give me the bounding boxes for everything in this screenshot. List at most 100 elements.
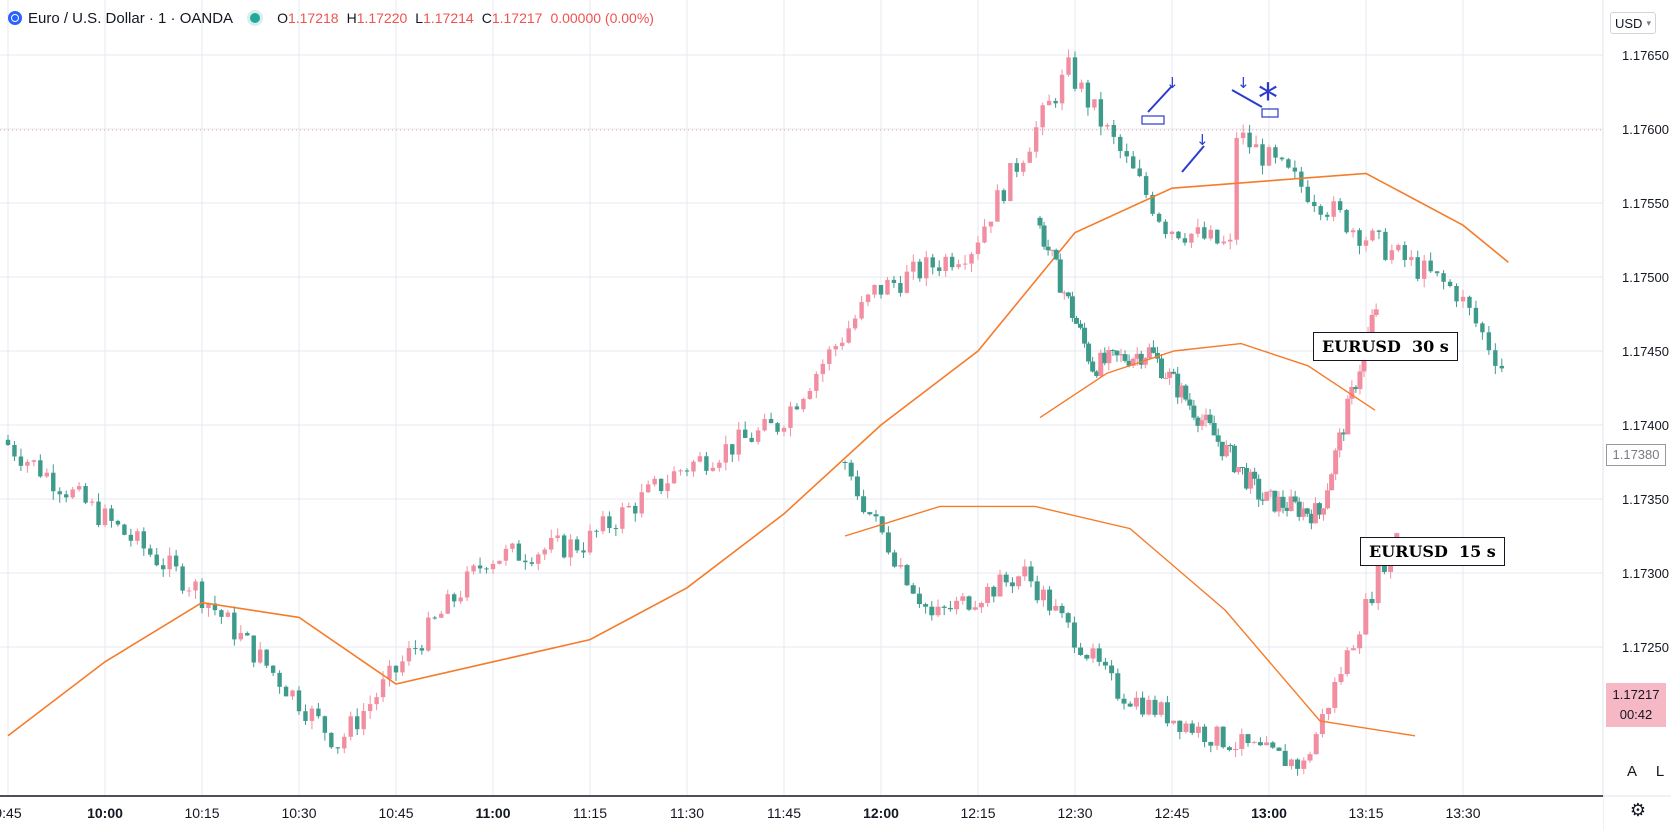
main-candle (1357, 230, 1362, 246)
main-candle (374, 697, 379, 705)
overlay15-candle (1121, 698, 1127, 704)
main-candle (1034, 127, 1039, 152)
main-candle (1118, 136, 1123, 152)
overlay15-candle (985, 586, 991, 603)
gear-icon[interactable]: ⚙ (1629, 800, 1647, 820)
main-candle (1422, 260, 1427, 279)
overlay15-candle (1288, 759, 1294, 767)
main-candle (258, 649, 263, 663)
overlay15-candle (1047, 589, 1053, 611)
main-candle (1124, 151, 1129, 157)
y-tick-label: 1.17250 (1622, 640, 1669, 655)
main-candle (1234, 138, 1239, 240)
x-tick-label: 10:00 (87, 805, 123, 821)
overlay15-candle (898, 565, 904, 567)
main-candle (122, 524, 127, 535)
ma-line-30s (1039, 342, 1376, 419)
main-candle (717, 462, 722, 468)
main-candle (141, 531, 146, 549)
overlay15-candle (1344, 650, 1350, 675)
ma-line-15s (844, 505, 1416, 737)
main-candle (549, 538, 554, 550)
main-candle (1202, 227, 1207, 239)
overlay15-candle (1363, 599, 1369, 635)
overlay15-candle (1078, 647, 1084, 656)
overlay15-candle (1003, 574, 1009, 583)
overlay30-candle (1179, 385, 1185, 398)
main-candle (180, 566, 185, 591)
overlay30-candle (1171, 371, 1177, 374)
overlay30-candle (1175, 373, 1181, 398)
main-candle (1273, 147, 1278, 158)
annotation-box (1141, 115, 1165, 125)
open-value: 1.17218 (287, 10, 339, 26)
main-candle (503, 548, 509, 561)
main-candle (193, 581, 198, 591)
main-candle (781, 427, 787, 432)
main-candle (1253, 144, 1259, 148)
overlay15-candle (1276, 747, 1282, 751)
main-candle (1434, 271, 1440, 274)
currency-button[interactable]: USD ▾ (1610, 12, 1656, 34)
overlay15-candle (1177, 720, 1183, 732)
main-candle (232, 612, 237, 640)
overlay30-candle (1045, 246, 1051, 251)
overlay15-candle (929, 606, 935, 616)
x-tick-label: 10:15 (184, 805, 219, 821)
overlay15-candle (1257, 742, 1263, 746)
x-tick-label: 11:00 (475, 805, 510, 821)
label-eurusd-30s[interactable]: EURUSD 30 s (1313, 332, 1458, 361)
main-candle (924, 257, 929, 279)
overlay30-candle (1090, 361, 1096, 372)
main-candle (1454, 286, 1459, 302)
crosshair-price-label: 1.17380 (1606, 444, 1666, 466)
main-candle (1396, 245, 1401, 251)
overlay30-candle (1106, 350, 1112, 364)
y-tick-label: 1.17400 (1622, 418, 1669, 433)
main-candle (1072, 57, 1078, 89)
main-candle (497, 560, 502, 564)
main-candle (1195, 227, 1201, 234)
main-candle (1350, 230, 1356, 233)
auto-scale-button[interactable]: A (1620, 759, 1644, 783)
main-candle (852, 318, 858, 329)
main-candle (749, 437, 754, 442)
main-candle (1286, 159, 1291, 168)
main-candle (1008, 163, 1013, 202)
main-candle (646, 484, 651, 493)
main-candle (1473, 307, 1479, 324)
label-eurusd-15s[interactable]: EURUSD 15 s (1360, 537, 1505, 566)
overlay30-candle (1264, 491, 1270, 501)
overlay15-candle (904, 565, 910, 586)
overlay15-candle (885, 532, 891, 553)
overlay30-candle (1098, 352, 1104, 376)
overlay30-candle (1207, 414, 1213, 424)
main-candle (691, 461, 696, 472)
main-candle (949, 256, 955, 268)
overlay15-candle (1295, 759, 1301, 769)
main-candle (975, 242, 981, 255)
main-candle (730, 444, 735, 455)
overlay30-candle (1268, 490, 1274, 492)
overlay15-candle (1251, 742, 1257, 744)
log-scale-button[interactable]: L (1648, 759, 1671, 783)
overlay30-candle (1065, 292, 1071, 297)
main-candle (917, 261, 922, 279)
x-tick-label: 11:45 (767, 805, 801, 821)
main-candle (930, 257, 935, 268)
main-candle (380, 679, 386, 698)
symbol-title[interactable]: Euro / U.S. Dollar · 1 · OANDA (28, 9, 234, 27)
overlay15-candle (1034, 581, 1040, 601)
overlay15-candle (1109, 665, 1115, 674)
overlay15-candle (1245, 734, 1251, 744)
overlay30-candle (1167, 371, 1173, 378)
main-candle (173, 555, 179, 567)
main-candle (290, 690, 295, 697)
main-candle (827, 349, 832, 364)
main-candle (678, 470, 683, 472)
main-candle (1499, 365, 1504, 369)
main-candle (639, 492, 644, 514)
overlay15-candle (923, 604, 929, 607)
arrow-down-icon: ↓ (1196, 131, 1209, 149)
